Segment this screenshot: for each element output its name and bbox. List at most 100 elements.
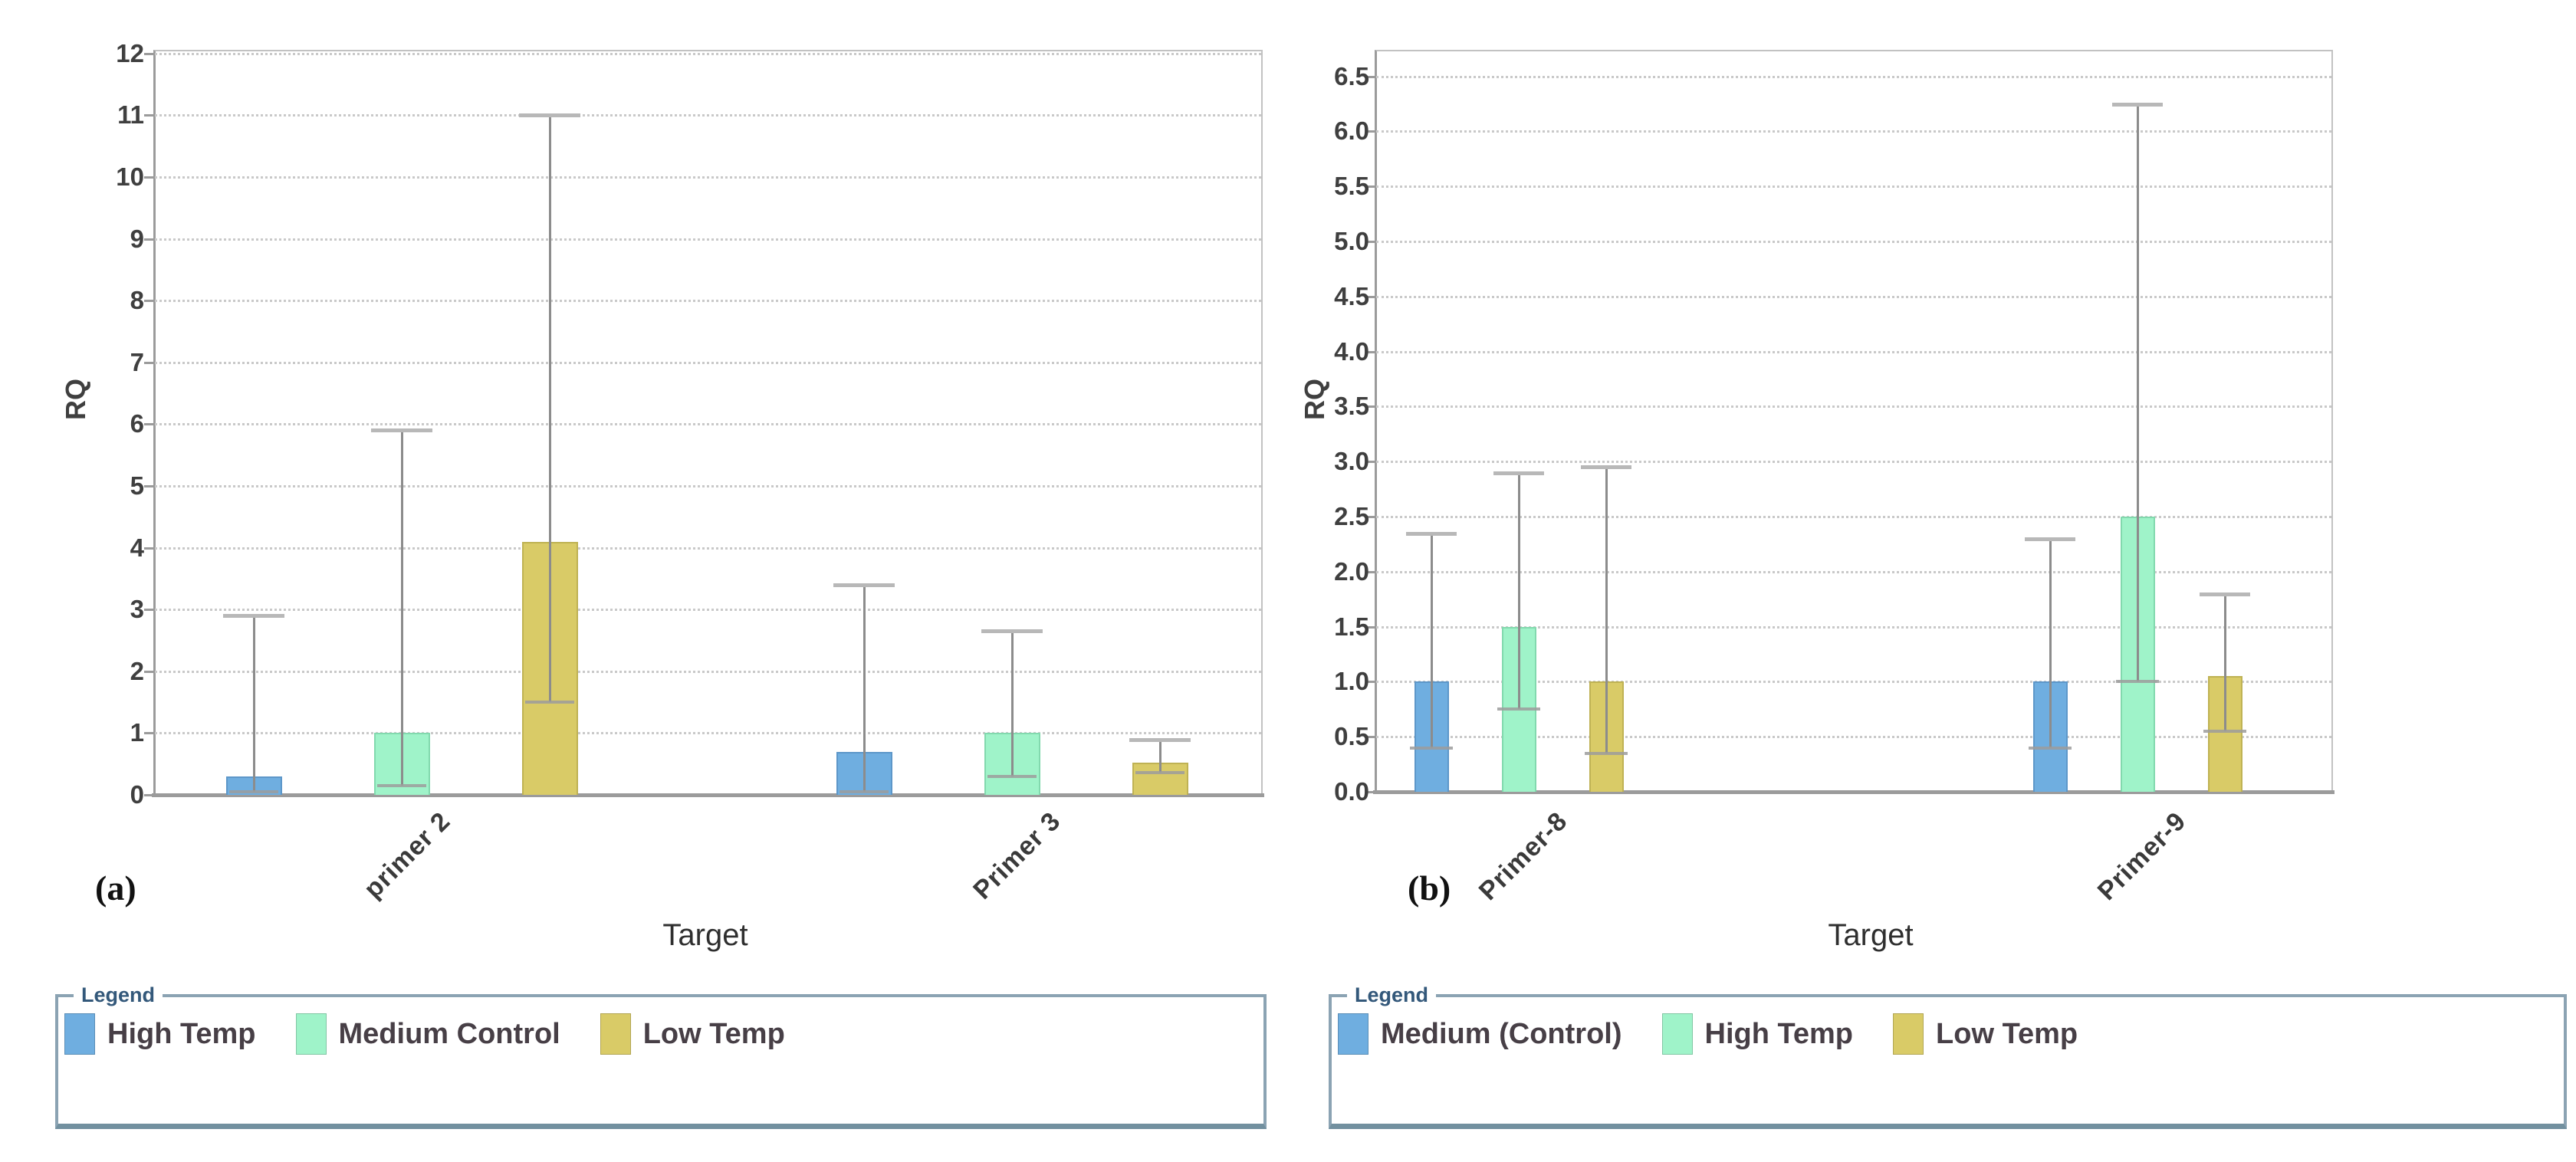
legend-label: High Temp	[1704, 1017, 1854, 1050]
y-tick-mark	[1365, 350, 1375, 353]
gridline	[1376, 681, 2331, 684]
y-tick-label: 7	[130, 347, 144, 376]
y-tick-mark	[1365, 405, 1375, 409]
y-tick-label: 11	[117, 100, 144, 130]
gridline	[155, 609, 1261, 612]
y-tick-label: 4.0	[1334, 336, 1369, 366]
gridline	[155, 732, 1261, 735]
error-bar	[2223, 593, 2226, 732]
y-tick-mark	[144, 423, 153, 426]
error-bar	[2049, 538, 2052, 748]
y-tick-label: 3.5	[1334, 392, 1369, 421]
y-tick-label: 9	[130, 224, 144, 253]
error-bar	[548, 115, 551, 703]
error-cap-bottom	[1497, 707, 1540, 711]
panel-label: (a)	[95, 868, 136, 908]
gridline	[1376, 130, 2331, 133]
y-tick-mark	[144, 52, 153, 55]
error-cap-top	[2200, 592, 2250, 596]
error-cap-top	[833, 583, 895, 587]
gridline	[1376, 295, 2331, 298]
error-bar	[1158, 740, 1162, 773]
y-tick-label: 4.5	[1334, 281, 1369, 310]
y-tick-label: 5.5	[1334, 172, 1369, 201]
gridline	[1376, 75, 2331, 78]
y-tick-label: 1.0	[1334, 667, 1369, 696]
y-tick-mark	[1365, 461, 1375, 464]
gridline	[155, 547, 1261, 550]
y-tick-label: 5.0	[1334, 227, 1369, 255]
legend-box: Legend Medium (Control) High Temp Low Temp	[1329, 983, 2567, 1129]
x-tick-label: primer 2	[358, 806, 456, 904]
error-bar	[1517, 472, 1520, 710]
y-tick-mark	[1365, 295, 1375, 298]
legend-box: Legend High Temp Medium Control Low Temp	[55, 983, 1267, 1129]
error-cap-bottom	[1585, 751, 1628, 755]
gridline	[155, 423, 1261, 426]
y-tick-mark	[144, 114, 153, 117]
error-bar	[2136, 103, 2139, 682]
error-bar	[863, 584, 866, 792]
y-tick-mark	[144, 609, 153, 612]
y-tick-label: 1	[130, 718, 144, 747]
y-tick-label: 6.5	[1334, 61, 1369, 90]
panel-label: (b)	[1408, 868, 1451, 908]
error-cap-top	[2112, 102, 2163, 107]
y-tick-mark	[144, 547, 153, 550]
y-tick-mark	[144, 485, 153, 487]
legend-label: Low Temp	[642, 1017, 785, 1050]
legend-title: Legend	[81, 983, 156, 1006]
y-tick-mark	[1365, 736, 1375, 739]
legend-swatch	[1661, 1013, 1693, 1055]
y-tick-mark	[144, 238, 153, 241]
x-axis-title: Target	[662, 918, 748, 952]
y-tick-mark	[1365, 681, 1375, 684]
legend-label: Medium (Control)	[1381, 1017, 1622, 1050]
gridline	[155, 670, 1261, 673]
error-cap-bottom	[525, 701, 574, 704]
y-tick-mark	[1365, 130, 1375, 133]
error-cap-bottom	[229, 789, 278, 793]
gridline	[155, 485, 1261, 487]
legend-label: Medium Control	[338, 1017, 560, 1050]
error-cap-top	[2025, 537, 2075, 541]
plot-area	[153, 50, 1263, 795]
y-tick-label: 1.5	[1334, 612, 1369, 641]
legend-item: Medium (Control)	[1338, 1013, 1622, 1055]
gridline	[1376, 570, 2331, 573]
error-cap-bottom	[2203, 730, 2246, 734]
legend-item: Low Temp	[1893, 1013, 2078, 1055]
error-bar	[252, 615, 255, 792]
y-tick-mark	[1365, 570, 1375, 573]
gridline	[1376, 625, 2331, 629]
legend-items: High Temp Medium Control Low Temp	[63, 1007, 1263, 1055]
error-cap-top	[1129, 738, 1191, 743]
gridline	[1376, 461, 2331, 464]
legend-items: Medium (Control) High Temp Low Temp	[1336, 1007, 2564, 1055]
error-cap-bottom	[2116, 680, 2159, 684]
y-tick-mark	[144, 361, 153, 364]
y-tick-mark	[1365, 241, 1375, 243]
y-tick-mark	[1365, 75, 1375, 78]
y-tick-mark	[144, 300, 153, 303]
error-bar	[1605, 467, 1608, 753]
y-tick-mark	[1365, 625, 1375, 629]
y-tick-label: 0	[130, 780, 144, 809]
gridline	[155, 361, 1261, 364]
error-cap-bottom	[1135, 770, 1184, 774]
gridline	[155, 114, 1261, 117]
y-tick-mark	[1365, 791, 1375, 793]
gridline	[155, 238, 1261, 241]
y-tick-label: 3	[130, 595, 144, 624]
gridline	[1376, 241, 2331, 243]
y-tick-label: 4	[130, 533, 144, 562]
y-tick-label: 12	[116, 38, 144, 67]
legend-label: Low Temp	[1936, 1017, 2078, 1050]
gridline	[155, 176, 1261, 179]
legend-item: High Temp	[64, 1013, 256, 1055]
legend-swatch	[295, 1013, 327, 1055]
legend-swatch	[64, 1013, 95, 1055]
legend-item: Medium Control	[295, 1013, 560, 1055]
y-tick-label: 2	[130, 656, 144, 685]
